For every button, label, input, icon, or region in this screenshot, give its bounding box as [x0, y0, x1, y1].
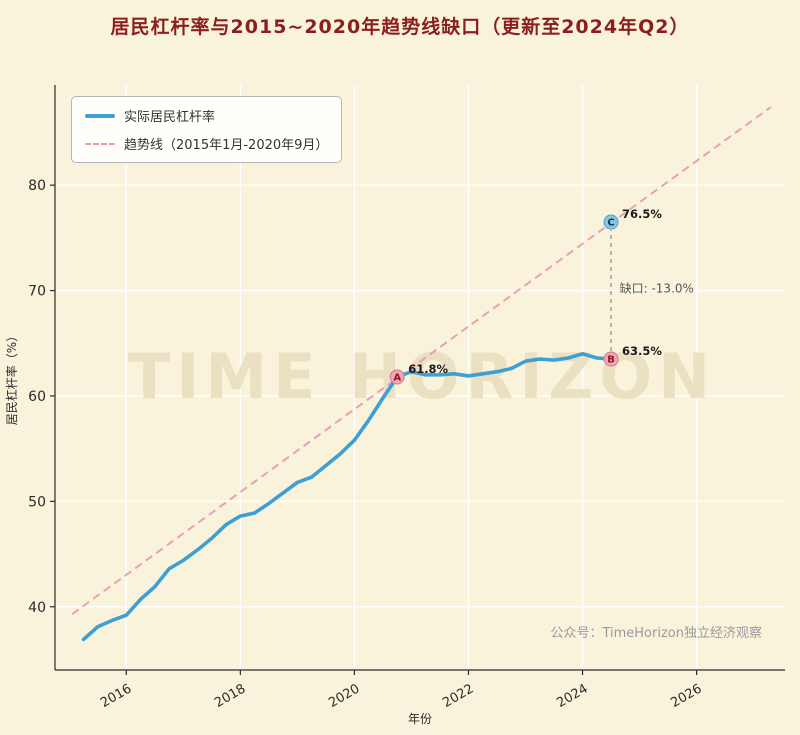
point-B [603, 351, 619, 367]
y-tick-label: 60 [28, 389, 46, 405]
legend-label-actual: 实际居民杠杆率 [124, 110, 216, 125]
point-value-A: 61.8% [408, 362, 448, 376]
point-value-B: 63.5% [622, 344, 662, 358]
legend: 实际居民杠杆率 趋势线（2015年1月-2020年9月） [71, 96, 343, 163]
point-C [603, 214, 619, 230]
legend-item-actual: 实际居民杠杆率 [85, 106, 328, 125]
point-letter-B: B [607, 355, 615, 366]
x-tick-label: 2016 [98, 681, 134, 711]
page-title: 居民杠杆率与2015~2020年趋势线缺口（更新至2024年Q2） [110, 16, 690, 38]
x-tick-label: 2026 [668, 681, 704, 711]
gap-label: 缺口: -13.0% [620, 281, 694, 296]
y-tick-label: 80 [28, 178, 46, 194]
x-tick-label: 2020 [326, 681, 362, 711]
y-tick-label: 40 [28, 600, 46, 616]
point-value-C: 76.5% [622, 207, 662, 221]
point-A [389, 369, 405, 385]
legend-label-trend: 趋势线（2015年1月-2020年9月） [124, 138, 329, 153]
point-letter-A: A [393, 372, 401, 383]
x-tick-label: 2018 [212, 681, 248, 711]
x-axis-label: 年份 [408, 712, 432, 726]
legend-item-trend: 趋势线（2015年1月-2020年9月） [85, 134, 328, 153]
legend-swatch-actual-line [85, 113, 115, 118]
y-axis-label: 居民杠杆率（%） [4, 330, 19, 425]
trend-line [71, 106, 772, 615]
y-tick-label: 50 [28, 494, 46, 510]
point-letter-C: C [607, 218, 614, 229]
y-tick-label: 70 [28, 284, 46, 300]
source-text: 公众号：TimeHorizon独立经济观察 [550, 626, 762, 641]
actual-line [81, 351, 613, 642]
legend-swatch-trend-line [85, 142, 115, 145]
x-tick-label: 2022 [440, 681, 476, 711]
x-tick-label: 2024 [554, 681, 590, 711]
